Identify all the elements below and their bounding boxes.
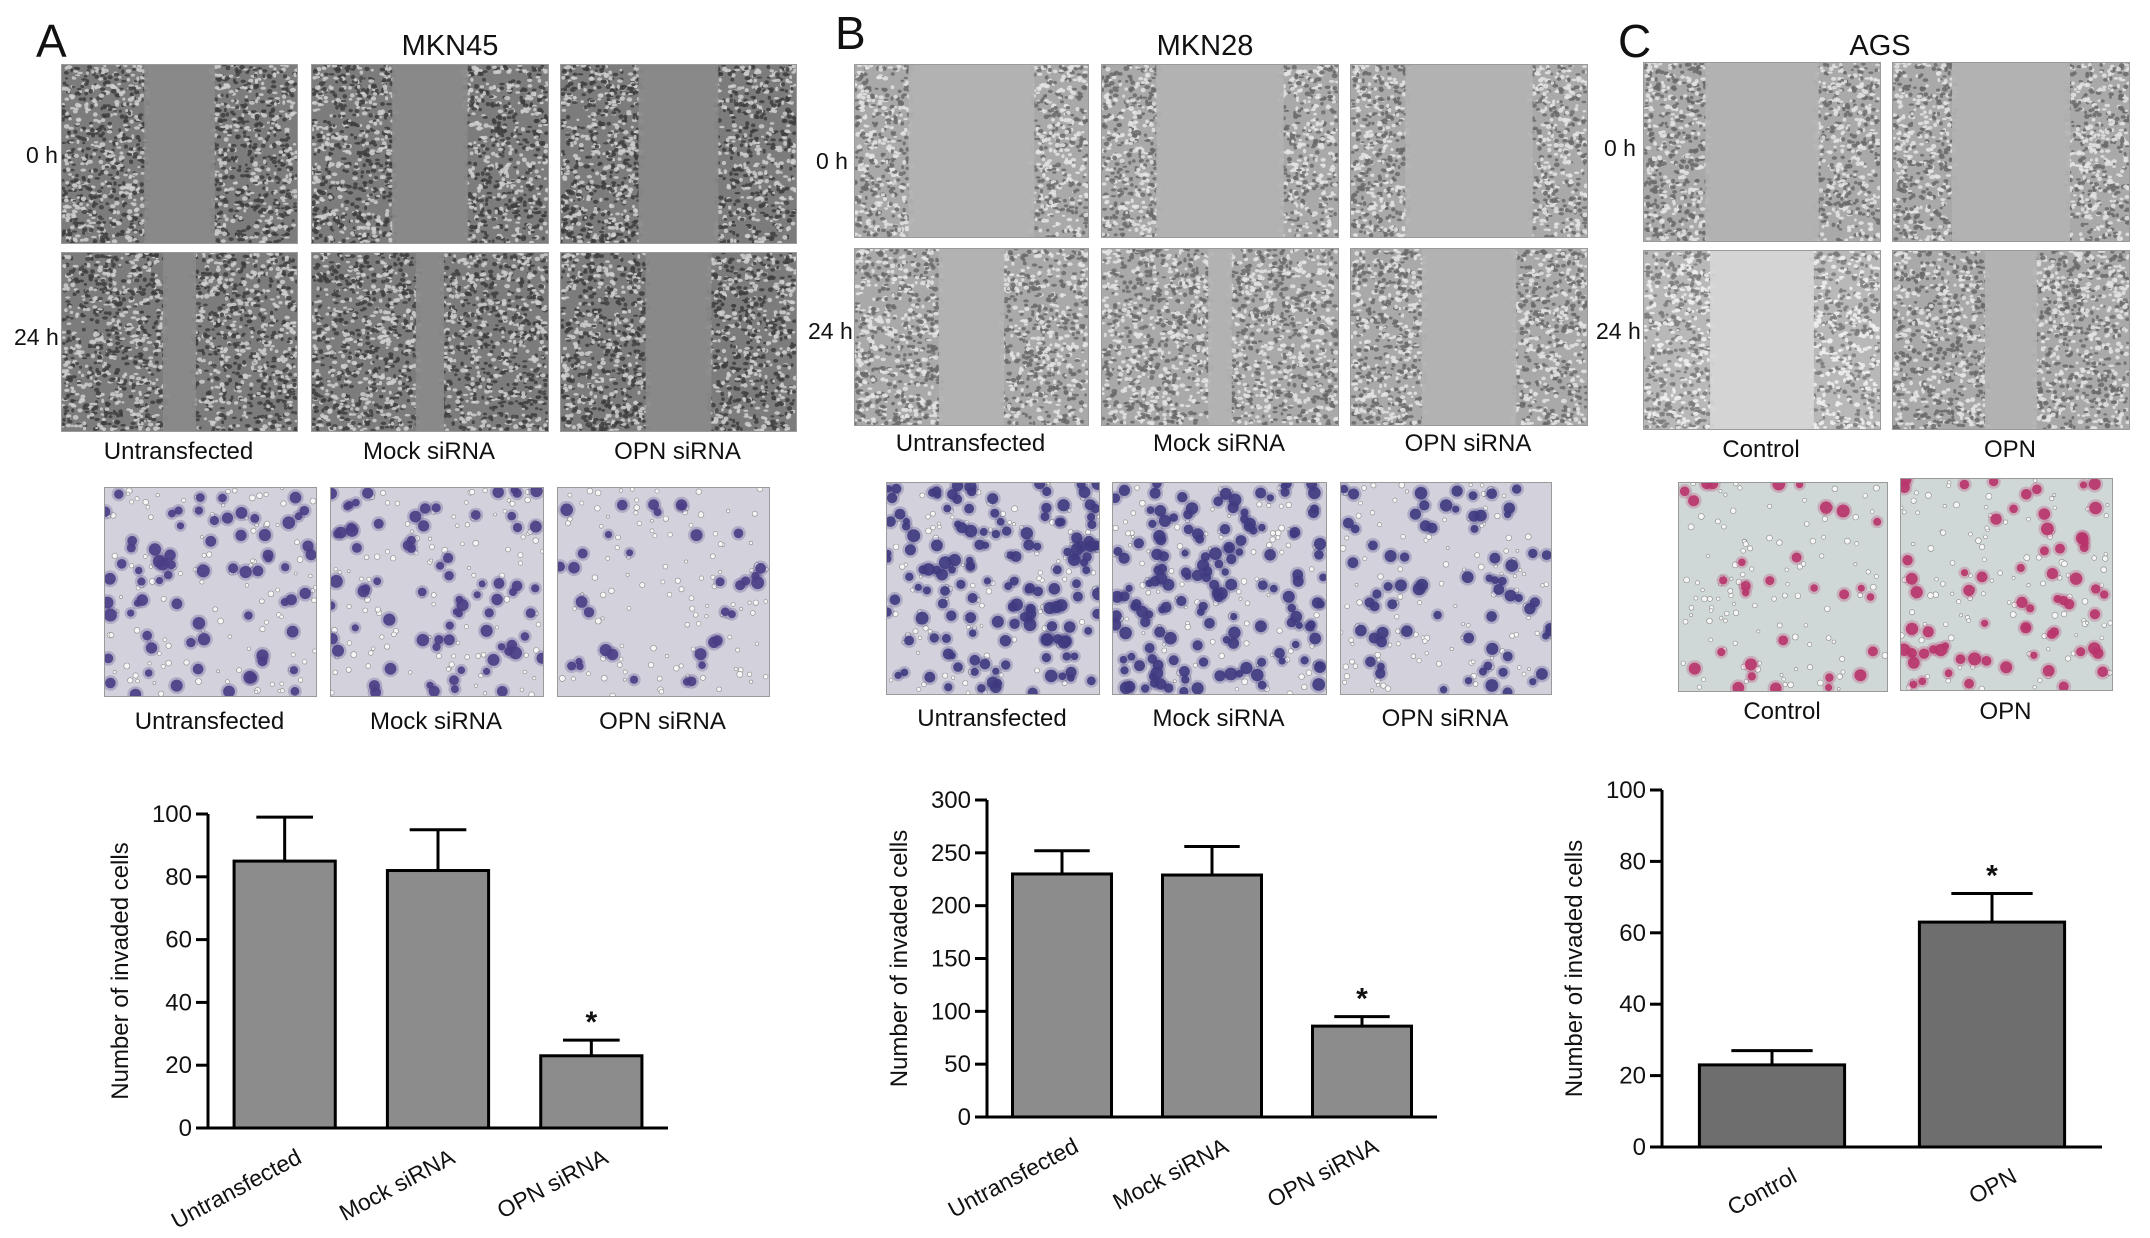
y-tick-label: 40 xyxy=(1619,991,1646,1018)
scratch-caption-c-control: Control xyxy=(1643,438,1879,462)
bar xyxy=(385,869,491,1130)
timepoint-24h-b: 24 h xyxy=(808,320,853,343)
scratch-caption-b-opn: OPN siRNA xyxy=(1350,432,1586,456)
x-tick-label: Untransfected xyxy=(944,1132,1083,1222)
chart-svg: 0 50 100 150 200 250 300 Number of invaded cell… xyxy=(886,787,1437,1223)
y-tick-label: 60 xyxy=(1619,920,1646,947)
y-axis-label: Number of invaded cells xyxy=(886,830,913,1087)
scratch-image-a-mock-24h xyxy=(311,252,549,432)
timepoint-24h-a: 24 h xyxy=(14,326,59,349)
scratch-image-c-opn-24h xyxy=(1892,250,2130,430)
x-tick-label: Mock siRNA xyxy=(335,1143,459,1226)
significance-marker: * xyxy=(1356,983,1368,1016)
scratch-caption-c-opn: OPN xyxy=(1892,438,2128,462)
significance-marker: * xyxy=(585,1006,597,1039)
y-axis-label: Number of invaded cells xyxy=(1561,840,1588,1097)
bar xyxy=(1311,1024,1413,1119)
y-tick-label: 150 xyxy=(931,946,971,973)
bar-chart-a: 0 20 40 60 80 100 Number of invaded cells Untra… xyxy=(80,790,700,1234)
x-tick-label: OPN xyxy=(1965,1162,2021,1208)
invasion-caption-a-opn: OPN siRNA xyxy=(557,710,768,734)
scratch-image-c-control-24h xyxy=(1643,250,1881,430)
scratch-image-a-opn-24h xyxy=(560,252,797,432)
timepoint-0h-c: 0 h xyxy=(1604,137,1636,160)
scratch-image-b-opn-24h xyxy=(1350,248,1588,426)
panel-letter-c: C xyxy=(1618,18,1651,64)
cell-line-title-c: AGS xyxy=(1810,32,1950,61)
scratch-image-b-mock-0h xyxy=(1101,64,1339,238)
x-tick-label: Control xyxy=(1723,1162,1801,1220)
invasion-caption-c-opn: OPN xyxy=(1900,700,2111,724)
invasion-image-a-opn xyxy=(557,487,770,697)
scratch-image-c-opn-0h xyxy=(1892,62,2130,242)
bar xyxy=(1697,1063,1847,1149)
y-tick-label: 80 xyxy=(1619,848,1646,875)
y-tick-label: 0 xyxy=(1633,1134,1646,1161)
scratch-image-a-mock-0h xyxy=(311,64,549,244)
scratch-caption-b-untransfected: Untransfected xyxy=(854,432,1087,456)
scratch-image-a-untransfected-24h xyxy=(61,252,298,432)
timepoint-0h-a: 0 h xyxy=(26,144,58,167)
invasion-image-b-mock xyxy=(1112,482,1327,695)
timepoint-0h-b: 0 h xyxy=(816,150,848,173)
x-tick-label: OPN siRNA xyxy=(1263,1132,1383,1212)
invasion-caption-a-mock: Mock siRNA xyxy=(330,710,542,734)
invasion-image-c-control xyxy=(1678,482,1888,692)
invasion-image-b-opn xyxy=(1340,482,1552,695)
scratch-image-b-opn-0h xyxy=(1350,64,1588,238)
x-tick-label: Untransfected xyxy=(167,1143,306,1233)
bar-chart-b: 0 50 100 150 200 250 300 Number of invaded cell… xyxy=(880,780,1480,1230)
significance-marker: * xyxy=(1986,860,1998,893)
y-tick-label: 20 xyxy=(1619,1063,1646,1090)
cell-line-title-a: MKN45 xyxy=(370,32,530,61)
scratch-image-c-control-0h xyxy=(1643,62,1881,242)
invasion-image-c-opn xyxy=(1900,478,2113,691)
scratch-image-b-untransfected-0h xyxy=(854,64,1089,238)
invasion-image-a-untransfected xyxy=(104,487,317,697)
invasion-image-b-untransfected xyxy=(886,482,1100,695)
y-tick-label: 200 xyxy=(931,893,971,920)
bar-chart-c: 0 20 40 60 80 100 Number of invaded cells Contr… xyxy=(1560,770,2140,1230)
y-tick-label: 100 xyxy=(152,801,192,828)
invasion-caption-b-untransfected: Untransfected xyxy=(886,707,1098,731)
chart-svg: 0 20 40 60 80 100 Number of invaded cells Untra… xyxy=(107,801,668,1234)
invasion-caption-a-untransfected: Untransfected xyxy=(104,710,315,734)
scratch-caption-a-untransfected: Untransfected xyxy=(61,440,296,464)
x-tick-label: Mock siRNA xyxy=(1108,1132,1232,1215)
timepoint-24h-c: 24 h xyxy=(1596,320,1641,343)
bar xyxy=(1161,873,1263,1119)
scratch-caption-a-mock: Mock siRNA xyxy=(311,440,547,464)
bar xyxy=(1917,920,2067,1149)
y-tick-label: 20 xyxy=(165,1052,192,1079)
y-tick-label: 60 xyxy=(165,927,192,954)
y-tick-label: 100 xyxy=(1606,777,1646,804)
y-axis-label: Number of invaded cells xyxy=(107,842,134,1099)
scratch-caption-a-opn: OPN siRNA xyxy=(560,440,795,464)
y-tick-label: 80 xyxy=(165,864,192,891)
y-tick-label: 40 xyxy=(165,989,192,1016)
y-tick-label: 0 xyxy=(179,1115,192,1142)
panel-letter-a: A xyxy=(36,18,67,64)
chart-svg: 0 20 40 60 80 100 Number of invaded cells Contr… xyxy=(1561,777,2102,1220)
scratch-image-b-untransfected-24h xyxy=(854,248,1089,426)
invasion-caption-c-control: Control xyxy=(1678,700,1886,724)
y-tick-label: 0 xyxy=(958,1104,971,1131)
bar xyxy=(1011,872,1113,1119)
scratch-image-a-untransfected-0h xyxy=(61,64,298,244)
invasion-caption-b-opn: OPN siRNA xyxy=(1340,707,1550,731)
invasion-caption-b-mock: Mock siRNA xyxy=(1112,707,1325,731)
y-tick-label: 250 xyxy=(931,840,971,867)
scratch-caption-b-mock: Mock siRNA xyxy=(1101,432,1337,456)
y-tick-label: 300 xyxy=(931,787,971,814)
x-tick-label: OPN siRNA xyxy=(493,1143,613,1223)
scratch-image-b-mock-24h xyxy=(1101,248,1339,426)
bar xyxy=(539,1054,644,1130)
panel-letter-b: B xyxy=(835,10,866,56)
bar xyxy=(232,859,337,1130)
y-tick-label: 100 xyxy=(931,998,971,1025)
scratch-image-a-opn-0h xyxy=(560,64,797,244)
y-tick-label: 50 xyxy=(944,1051,971,1078)
cell-line-title-b: MKN28 xyxy=(1125,32,1285,61)
invasion-image-a-mock xyxy=(330,487,544,697)
